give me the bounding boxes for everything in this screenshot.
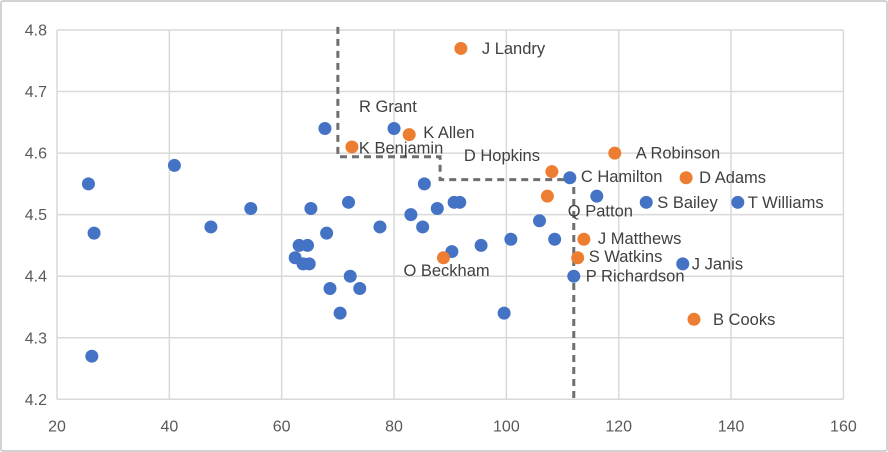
data-point-d-adams[interactable] (679, 171, 693, 185)
data-point[interactable] (304, 201, 318, 215)
data-point[interactable] (167, 158, 181, 172)
data-point[interactable] (318, 121, 332, 135)
data-point[interactable] (453, 195, 467, 209)
data-point[interactable] (430, 201, 444, 215)
data-point[interactable] (353, 282, 367, 296)
quadrant-boundary-dashed-line (336, 26, 576, 403)
data-point-p-richardson[interactable] (567, 269, 581, 283)
data-label-c-hamilton[interactable]: C Hamilton (581, 168, 663, 186)
data-point-j-matthews[interactable] (577, 232, 591, 246)
x-axis-tick-label: 20 (48, 418, 66, 435)
data-label-k-benjamin[interactable]: K Benjamin (359, 139, 443, 157)
data-point-q-patton[interactable] (590, 189, 604, 203)
data-label-p-richardson[interactable]: P Richardson (586, 268, 685, 286)
data-point-s-bailey[interactable] (639, 195, 653, 209)
data-label-o-beckham[interactable]: O Beckham (403, 262, 489, 280)
data-point-c-hamilton[interactable] (563, 171, 577, 185)
data-point-s-watkins[interactable] (571, 251, 585, 265)
data-point[interactable] (320, 226, 334, 240)
y-axis-tick-label: 4.5 (25, 207, 47, 224)
data-point-j-janis[interactable] (676, 257, 690, 271)
y-axis-tick-label: 4.8 (25, 23, 47, 40)
data-point[interactable] (81, 177, 95, 191)
x-axis-tick-label: 140 (718, 418, 745, 435)
data-label-r-grant[interactable]: R Grant (359, 98, 417, 116)
data-label-j-landry[interactable]: J Landry (482, 40, 546, 58)
x-axis-tick-label: 80 (385, 418, 403, 435)
data-point[interactable] (302, 257, 316, 271)
data-label-d-hopkins[interactable]: D Hopkins (464, 147, 540, 165)
data-point-k-benjamin[interactable] (345, 140, 359, 154)
x-axis-tick-label: 60 (273, 418, 291, 435)
data-label-j-janis[interactable]: J Janis (692, 255, 743, 273)
y-axis-tick-label: 4.7 (25, 84, 47, 101)
x-axis-tick-label: 100 (493, 418, 520, 435)
data-point-d-hopkins[interactable] (545, 165, 559, 179)
data-point-t-williams[interactable] (731, 195, 745, 209)
y-axis-tick-label: 4.2 (25, 392, 47, 409)
data-point-b-cooks[interactable] (687, 312, 701, 326)
data-point-j-landry[interactable] (454, 41, 468, 55)
data-point[interactable] (417, 177, 431, 191)
data-point[interactable] (301, 238, 315, 252)
data-point[interactable] (333, 306, 347, 320)
data-point[interactable] (504, 232, 518, 246)
y-axis-tick-label: 4.6 (25, 146, 47, 163)
data-point[interactable] (87, 226, 101, 240)
data-label-d-adams[interactable]: D Adams (699, 169, 766, 187)
data-point[interactable] (204, 220, 218, 234)
data-point[interactable] (323, 282, 337, 296)
data-label-t-williams[interactable]: T Williams (748, 194, 824, 212)
x-axis-tick-label: 120 (605, 418, 632, 435)
y-axis-tick-label: 4.4 (25, 269, 47, 286)
data-label-a-robinson[interactable]: A Robinson (636, 145, 720, 163)
data-point[interactable] (373, 220, 387, 234)
data-point[interactable] (540, 189, 554, 203)
data-point[interactable] (244, 201, 258, 215)
data-label-s-watkins[interactable]: S Watkins (589, 248, 663, 266)
data-point-o-beckham[interactable] (436, 251, 450, 265)
data-point[interactable] (497, 306, 511, 320)
data-label-j-matthews[interactable]: J Matthews (598, 230, 681, 248)
data-point[interactable] (404, 208, 418, 222)
data-point[interactable] (548, 232, 562, 246)
data-point[interactable] (474, 238, 488, 252)
data-point[interactable] (416, 220, 430, 234)
data-label-s-bailey[interactable]: S Bailey (657, 194, 718, 212)
data-point-a-robinson[interactable] (608, 146, 622, 160)
x-axis-tick-label: 40 (160, 418, 178, 435)
data-point[interactable] (343, 269, 357, 283)
data-point[interactable] (533, 214, 547, 228)
data-label-k-allen[interactable]: K Allen (423, 124, 474, 142)
data-point[interactable] (85, 349, 99, 363)
x-axis-tick-label: 160 (830, 418, 857, 435)
data-point[interactable] (342, 195, 356, 209)
data-point-r-grant[interactable] (387, 121, 401, 135)
data-label-b-cooks[interactable]: B Cooks (713, 311, 775, 329)
data-point-k-allen[interactable] (402, 128, 416, 142)
data-label-q-patton[interactable]: Q Patton (568, 203, 633, 221)
y-axis-tick-label: 4.3 (25, 330, 47, 347)
